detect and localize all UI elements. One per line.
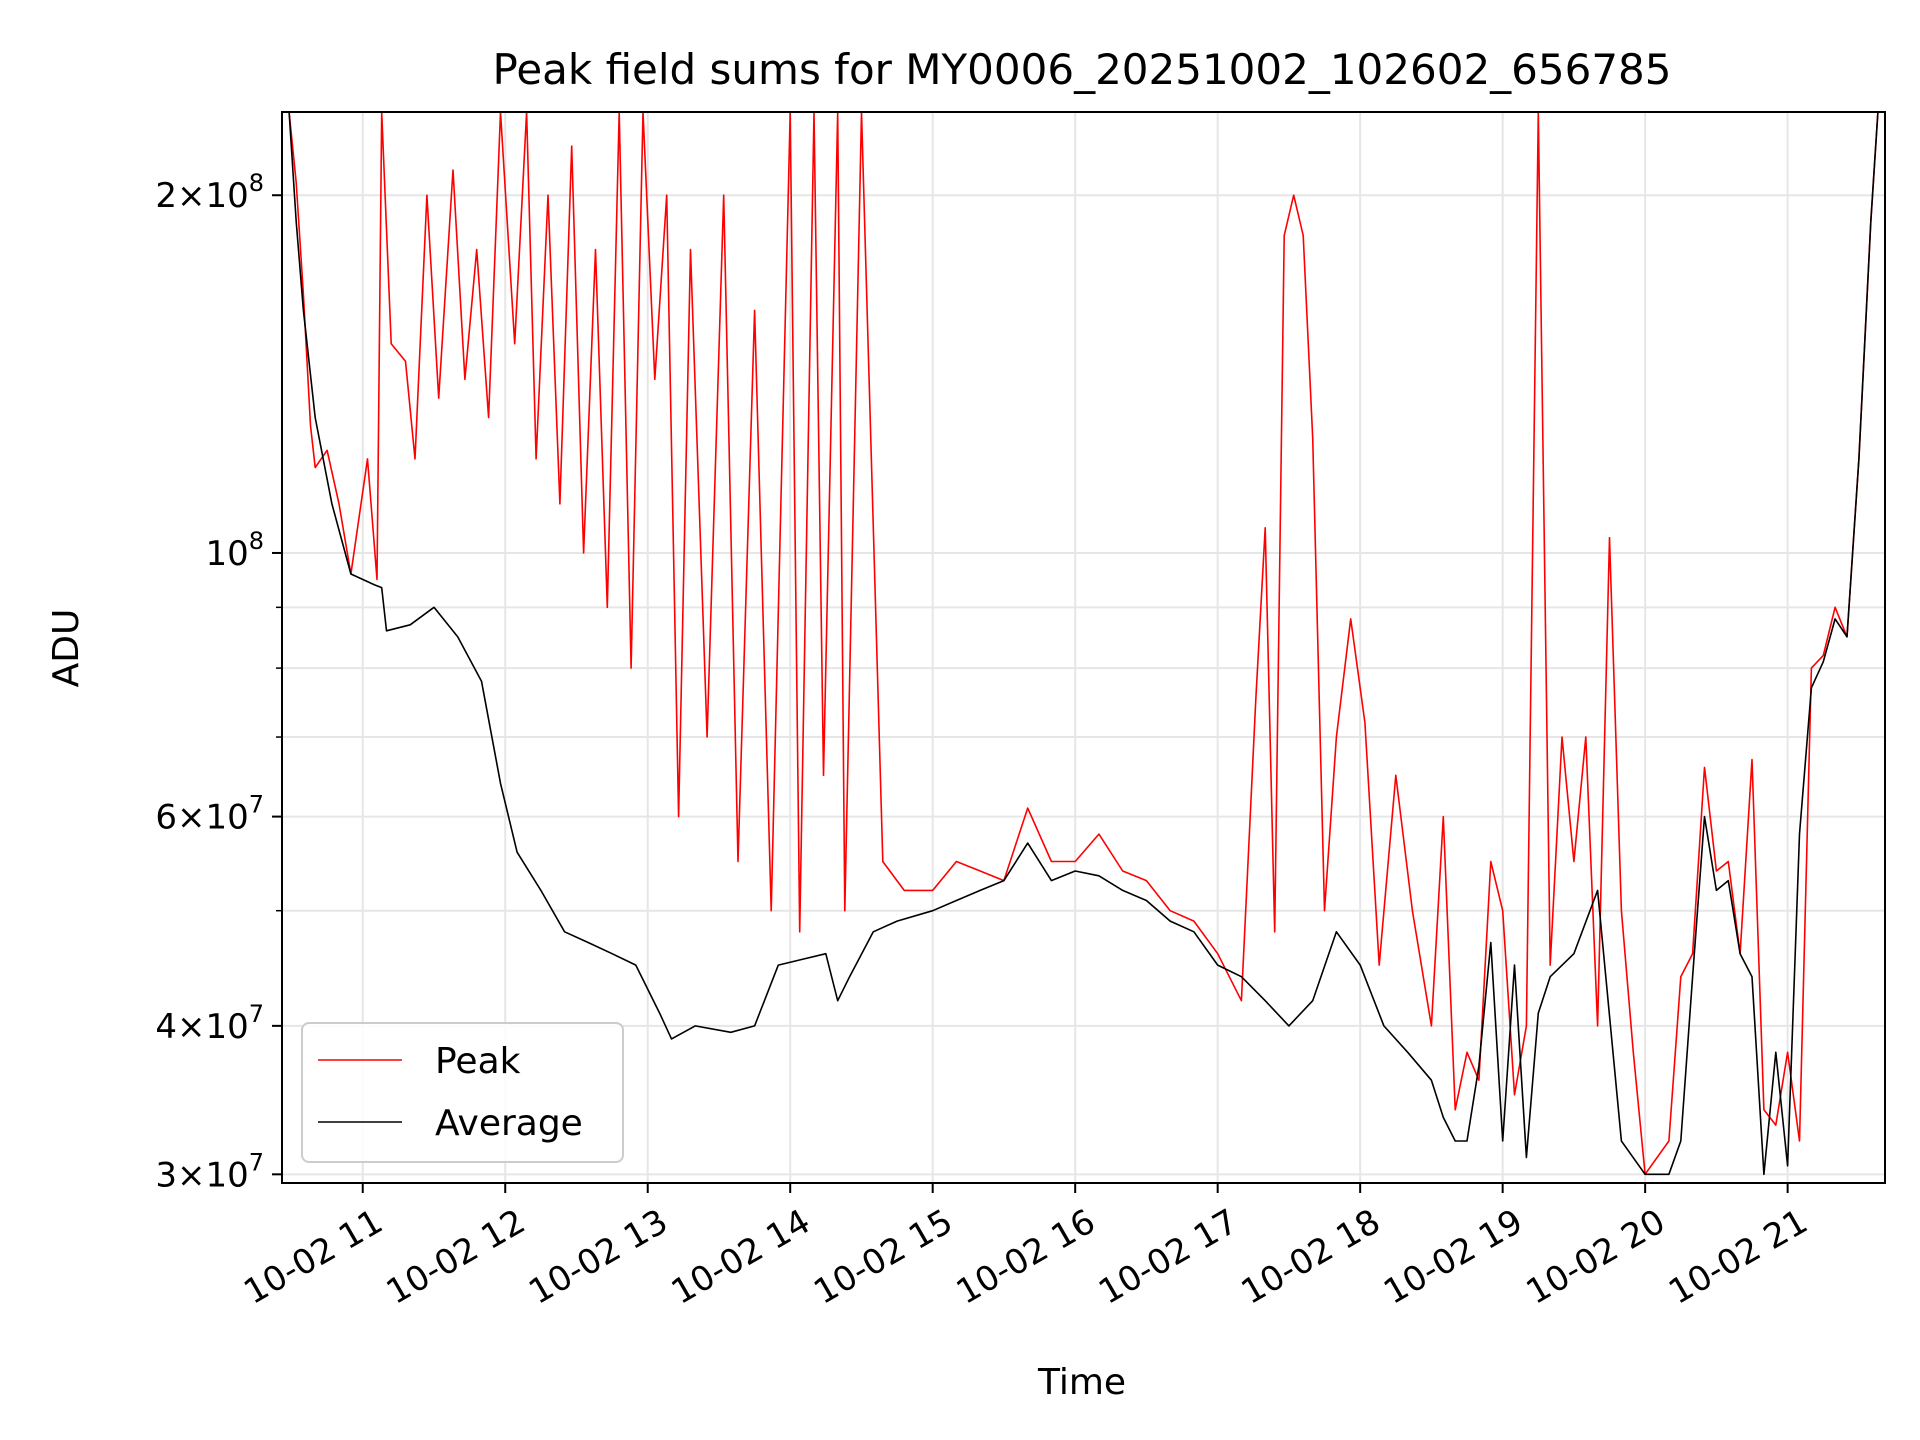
y-axis-label: ADU — [46, 609, 87, 688]
series-line-average — [288, 112, 1879, 1176]
y-tick-label: 3×107 — [155, 1148, 264, 1195]
plot-frame — [281, 111, 1886, 1184]
legend-box — [301, 1022, 624, 1163]
legend-label-peak: Peak — [435, 1041, 521, 1082]
legend-label-average: Average — [435, 1103, 583, 1144]
series-layer — [288, 112, 1879, 1176]
series-line-peak — [288, 112, 1879, 1176]
y-tick-label: 108 — [205, 527, 264, 574]
chart-title: Peak field sums for MY0006_20251002_1026… — [492, 45, 1671, 94]
legend: Peak Average — [301, 1022, 624, 1163]
y-tick-label: 4×107 — [155, 1000, 264, 1047]
x-axis-label: Time — [1037, 1362, 1126, 1403]
grid-layer — [282, 112, 1885, 1183]
y-tick-label: 2×108 — [155, 169, 264, 216]
y-tick-label: 6×107 — [155, 791, 264, 838]
y-axis: 3×107 4×107 6×107 108 2×108 — [155, 169, 282, 1195]
